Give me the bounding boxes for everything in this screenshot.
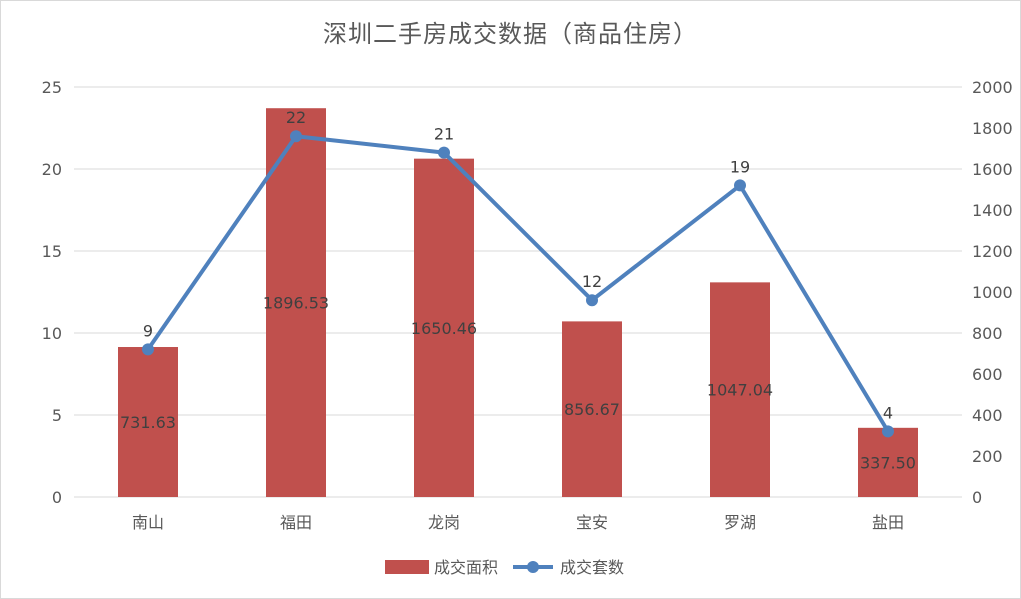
bar-成交面积 [710,282,770,497]
line-data-label: 19 [730,157,750,176]
y-left-tick-label: 0 [52,488,62,507]
bar-data-label: 1047.04 [707,381,773,400]
bar-成交面积 [562,321,622,497]
bar-data-label: 1650.46 [411,319,477,338]
bar-成交面积 [858,427,918,497]
line-data-label: 22 [286,108,306,127]
y-right-tick-label: 200 [972,447,1003,466]
marker-成交套数 [882,425,894,438]
y-right-tick-label: 0 [972,488,982,507]
x-category-label: 罗湖 [724,513,756,532]
line-data-label: 9 [143,321,153,340]
marker-成交套数 [734,179,746,192]
marker-成交套数 [586,294,598,307]
legend-marker-line [527,561,539,573]
y-left-tick-label: 10 [42,324,62,343]
x-category-label: 盐田 [872,513,904,532]
line-data-label: 4 [883,403,893,422]
y-left-tick-label: 25 [42,78,62,97]
bar-成交面积 [414,158,474,497]
legend-label-line: 成交套数 [560,558,624,577]
x-category-label: 龙岗 [428,513,460,532]
y-right-tick-label: 1400 [972,201,1013,220]
y-right-tick-label: 1800 [972,119,1013,138]
legend-swatch-bar [385,560,429,574]
x-category-label: 福田 [280,513,312,532]
y-right-tick-label: 1000 [972,283,1013,302]
y-left-tick-label: 15 [42,242,62,261]
legend-label-bar: 成交面积 [434,558,498,577]
bar-data-label: 1896.53 [263,294,329,313]
bar-成交面积 [266,108,326,497]
y-right-tick-label: 400 [972,406,1003,425]
marker-成交套数 [438,146,450,159]
y-right-tick-label: 1600 [972,160,1013,179]
y-right-tick-label: 600 [972,365,1003,384]
y-right-tick-label: 800 [972,324,1003,343]
line-data-label: 21 [434,125,454,144]
y-right-tick-label: 2000 [972,78,1013,97]
marker-成交套数 [142,343,154,356]
x-category-label: 宝安 [576,513,608,532]
line-data-label: 12 [582,272,602,291]
line-成交套数 [146,134,890,433]
bar-data-label: 337.50 [860,453,916,472]
y-right-tick-label: 1200 [972,242,1013,261]
bar-成交面积 [118,347,178,497]
y-left-tick-label: 20 [42,160,62,179]
bar-data-label: 731.63 [120,413,176,432]
x-category-label: 南山 [132,513,164,532]
y-left-tick-label: 5 [52,406,62,425]
marker-成交套数 [290,130,302,143]
bar-data-label: 856.67 [564,400,620,419]
chart-title: 深圳二手房成交数据（商品住房） [323,20,698,48]
